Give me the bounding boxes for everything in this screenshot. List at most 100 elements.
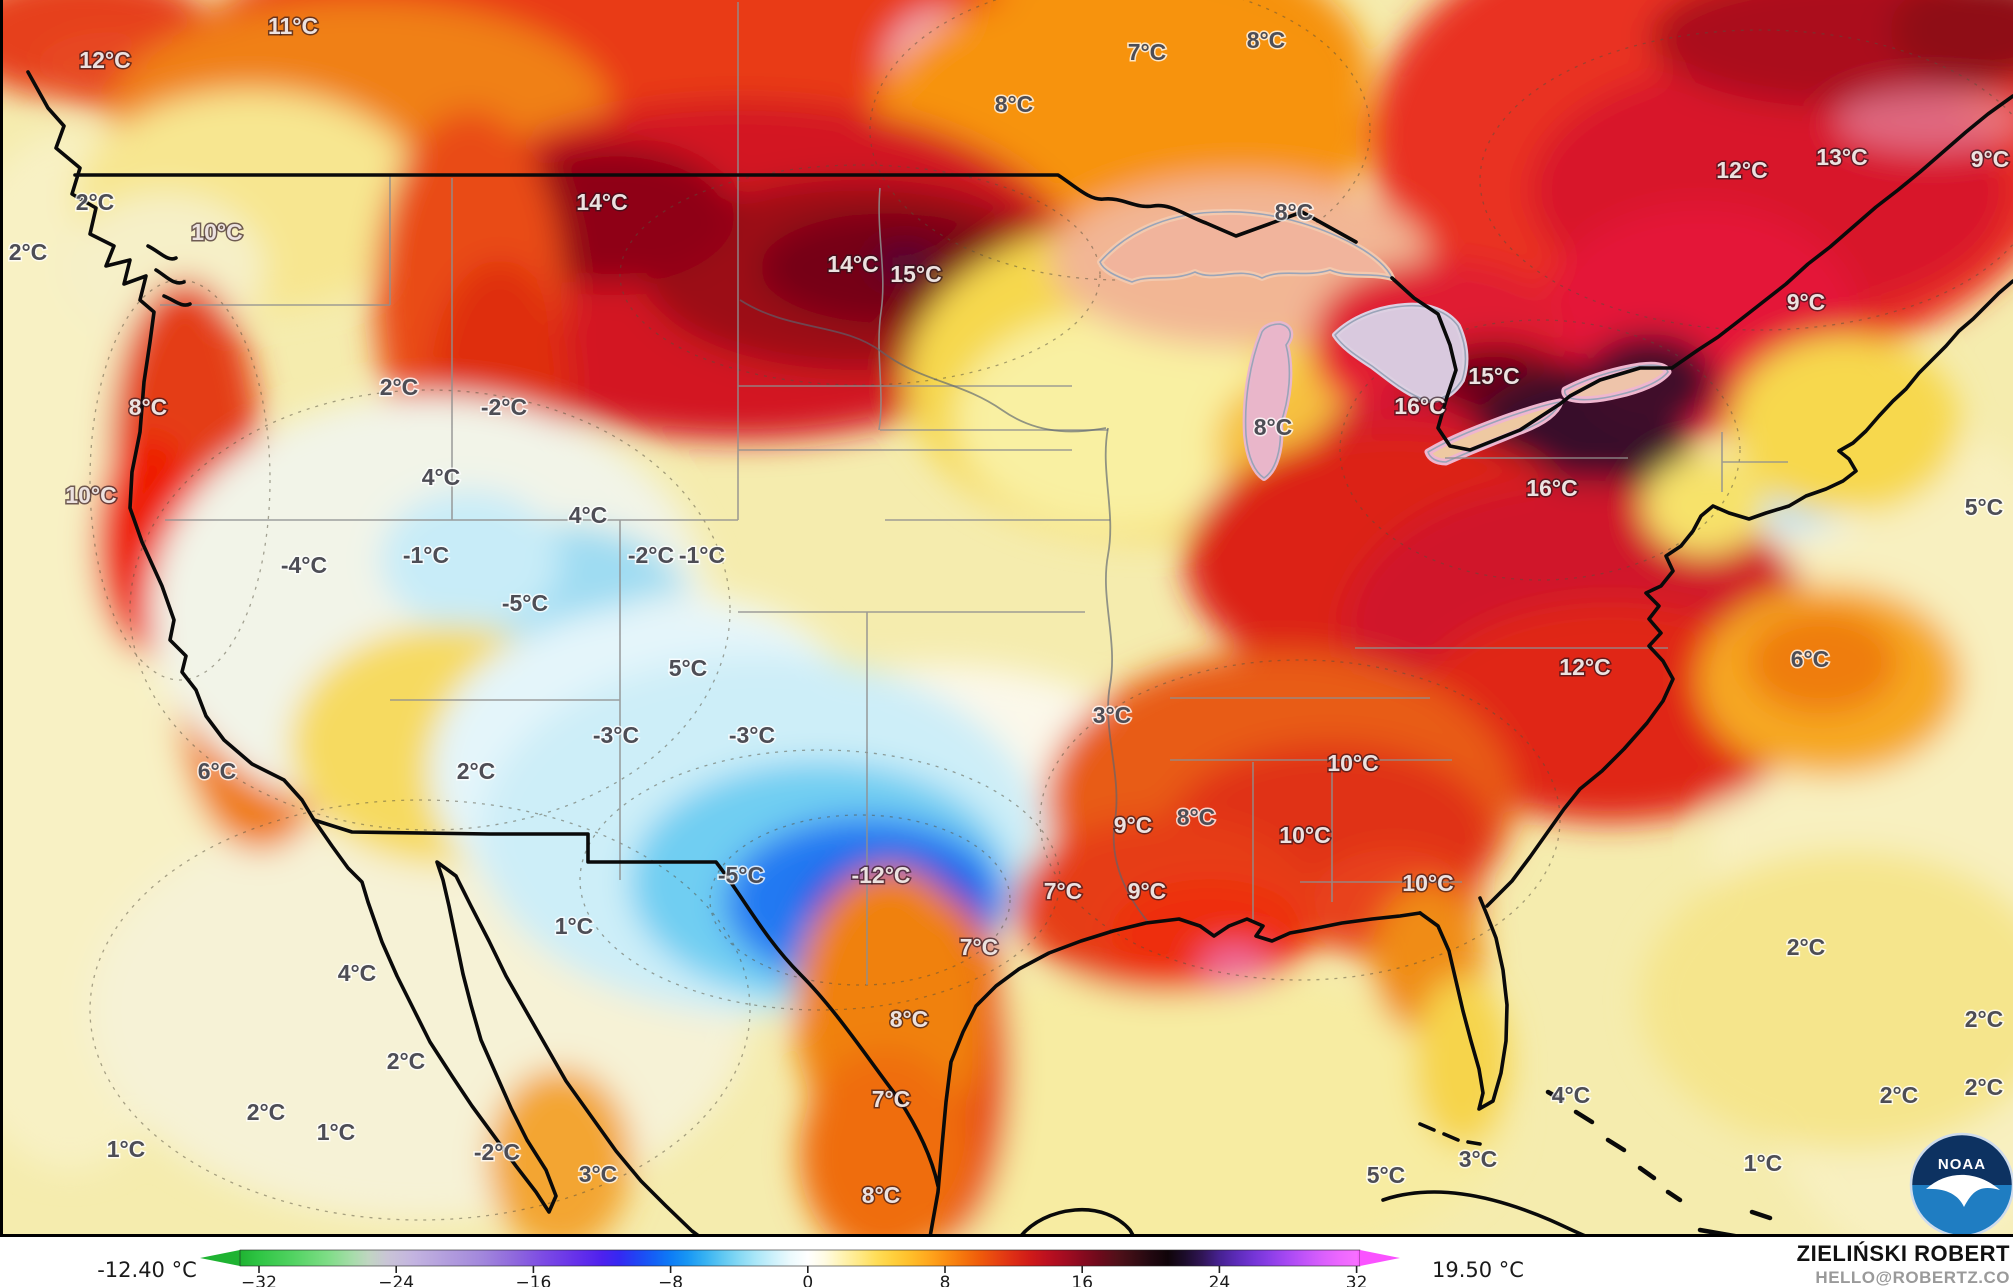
temp-label: 5°C xyxy=(1965,494,2004,520)
temp-label: 3°C xyxy=(1459,1146,1498,1172)
rivers xyxy=(739,299,1149,923)
map-frame-left xyxy=(0,0,3,1237)
temp-label: 12°C xyxy=(1559,654,1610,680)
temp-label: 2°C xyxy=(380,374,419,400)
colorbar-right-arrow xyxy=(1360,1250,1400,1266)
temp-label: 2°C xyxy=(1965,1006,2004,1032)
colorbar-max-value: 19.50 °C xyxy=(1432,1258,1524,1282)
temp-label: 5°C xyxy=(669,655,708,681)
temp-label: 9°C xyxy=(1114,812,1153,838)
temp-label: -2°C xyxy=(628,542,674,568)
florida-keys xyxy=(1418,1122,1482,1146)
anomaly-blob xyxy=(380,490,560,630)
temp-label: 10°C xyxy=(1402,870,1453,896)
temp-label: 8°C xyxy=(1275,199,1314,225)
state-border-line xyxy=(390,520,621,880)
anomaly-blob xyxy=(955,310,1285,530)
anomaly-blob xyxy=(1746,610,1898,714)
anomaly-blob xyxy=(799,1049,971,1237)
temp-label: 9°C xyxy=(1128,878,1167,904)
temp-label: 4°C xyxy=(569,502,608,528)
state-border-line xyxy=(160,175,391,306)
temp-label: 2°C xyxy=(76,189,115,215)
coastlines xyxy=(26,70,2013,1237)
colorbar-tick-label: 16 xyxy=(1071,1273,1093,1287)
temp-label: 6°C xyxy=(198,758,237,784)
contour-ring xyxy=(869,0,1371,281)
contour-ring xyxy=(1479,29,2013,331)
temp-label: 15°C xyxy=(1468,363,1519,389)
temp-label: 7°C xyxy=(960,934,999,960)
anomaly-blob xyxy=(1835,88,2013,152)
temp-label: 2°C xyxy=(1787,934,1826,960)
anomaly-blob xyxy=(1640,850,2013,1150)
temp-label: 8°C xyxy=(890,1006,929,1032)
colorbar-ticks: −32 −24 −16 −8 0 8 16 24 32 xyxy=(241,1266,1367,1287)
anomaly-blob xyxy=(1199,944,1271,988)
temp-label: 4°C xyxy=(422,464,461,490)
temp-label: -12°C xyxy=(851,862,910,888)
contour-ring xyxy=(579,749,1061,1011)
state-border-line xyxy=(1721,432,1788,492)
colorbar-tick-label: −8 xyxy=(658,1273,683,1287)
temp-label: 1°C xyxy=(317,1119,356,1145)
temp-label: -3°C xyxy=(729,722,775,748)
yucatan-coastline xyxy=(1018,1207,1136,1237)
noaa-logo-text: NOAA xyxy=(1938,1156,1986,1173)
temp-label: 11°C xyxy=(268,13,318,39)
temp-label: 16°C xyxy=(1394,393,1445,419)
contour-ring xyxy=(1339,319,1741,581)
colorbar-left-arrow xyxy=(200,1250,240,1266)
temp-label: 6°C xyxy=(1791,646,1830,672)
anomaly-blob xyxy=(850,970,1510,1237)
temp-label: 3°C xyxy=(579,1161,618,1187)
temp-label: 3°C xyxy=(1093,702,1132,728)
temp-label: 8°C xyxy=(129,394,168,420)
attribution-name: ZIELIŃSKI ROBERT xyxy=(1797,1241,2010,1266)
temp-label: -3°C xyxy=(593,722,639,748)
colorbar-tick-label: 0 xyxy=(802,1273,813,1287)
state-borders xyxy=(160,2,1788,985)
temp-label: 2°C xyxy=(9,239,48,265)
contour-ring xyxy=(129,389,731,831)
temp-label: 10°C xyxy=(1327,750,1378,776)
contour-ring xyxy=(709,814,1011,986)
temp-label: 5°C xyxy=(1367,1162,1406,1188)
temp-label: 14°C xyxy=(827,251,878,277)
temp-label: 10°C xyxy=(1279,822,1330,848)
temp-label: 9°C xyxy=(1971,146,2010,172)
temp-label: 7°C xyxy=(1128,39,1167,65)
anomaly-blob xyxy=(1730,335,1960,515)
temp-label: 2°C xyxy=(1965,1074,2004,1100)
colorbar-min-value: -12.40 °C xyxy=(97,1258,197,1282)
temp-label: 2°C xyxy=(387,1048,426,1074)
temp-label: 4°C xyxy=(1552,1082,1591,1108)
colorbar: -12.40 °C −32 −24 −16 −8 0 8 16 24 32 19.50 °C xyxy=(97,1249,1524,1287)
colorbar-tick-label: −24 xyxy=(378,1273,414,1287)
temp-label: -4°C xyxy=(281,552,327,578)
temp-label: 7°C xyxy=(872,1086,911,1112)
attribution: ZIELIŃSKI ROBERT HELLO@ROBERTZ.CO xyxy=(1797,1241,2010,1287)
colorbar-gradient-bar xyxy=(239,1249,1361,1267)
temp-label: 15°C xyxy=(890,261,941,287)
colorbar-tick-label: 24 xyxy=(1209,1273,1231,1287)
noaa-logo: NOAA xyxy=(1909,1132,2013,1238)
temp-label: 8°C xyxy=(1247,27,1286,53)
temp-label: 9°C xyxy=(1787,289,1826,315)
atlantic-coastline xyxy=(1485,279,2013,908)
temp-label: -5°C xyxy=(718,862,764,888)
noaa-seagull-icon xyxy=(1926,1174,2000,1207)
temp-label: 16°C xyxy=(1526,475,1577,501)
mississippi-river xyxy=(1104,427,1149,923)
temp-label: 1°C xyxy=(1744,1150,1783,1176)
temp-label: 10°C xyxy=(191,219,242,245)
puget-sound xyxy=(146,244,192,307)
contour-ring xyxy=(619,164,1101,386)
contour-lines xyxy=(89,0,2013,1221)
temp-label: 1°C xyxy=(107,1136,146,1162)
temp-label: 8°C xyxy=(1177,804,1216,830)
missouri-river xyxy=(739,299,1107,433)
temp-label: 12°C xyxy=(79,47,130,73)
temp-label: -1°C xyxy=(679,542,725,568)
